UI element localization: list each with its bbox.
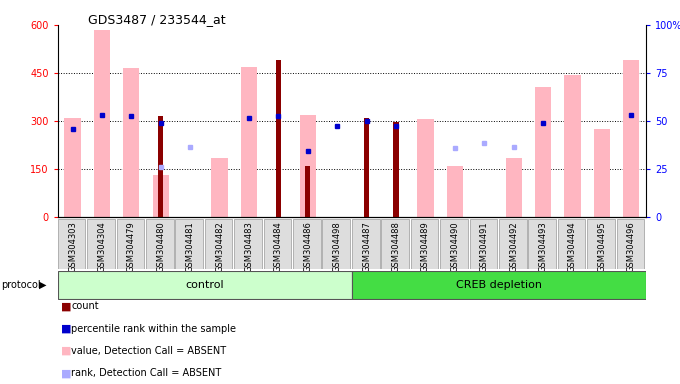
Bar [617, 219, 644, 269]
Bar [418, 119, 434, 217]
Text: ■: ■ [61, 324, 71, 334]
Text: ■: ■ [61, 368, 71, 378]
Bar [469, 219, 497, 269]
Text: GSM304304: GSM304304 [97, 221, 106, 272]
Bar [505, 158, 522, 217]
Bar [381, 219, 409, 269]
Bar [205, 219, 233, 269]
Text: GSM304479: GSM304479 [127, 221, 136, 272]
Text: percentile rank within the sample: percentile rank within the sample [71, 324, 237, 334]
Bar [58, 271, 352, 299]
Bar [411, 219, 439, 269]
Bar [588, 219, 615, 269]
Text: GSM304484: GSM304484 [274, 221, 283, 272]
Text: ■: ■ [61, 346, 71, 356]
Bar [146, 219, 173, 269]
Bar [65, 118, 81, 217]
Text: GSM304482: GSM304482 [215, 221, 224, 272]
Bar [211, 158, 228, 217]
Text: GSM304487: GSM304487 [362, 221, 371, 272]
Bar [264, 219, 291, 269]
Text: GSM304488: GSM304488 [392, 221, 401, 272]
Bar [364, 118, 369, 217]
Bar [352, 219, 379, 269]
Text: GSM304303: GSM304303 [68, 221, 77, 272]
Text: GSM304480: GSM304480 [156, 221, 165, 272]
Bar [528, 219, 556, 269]
Bar [123, 68, 139, 217]
Text: GSM304486: GSM304486 [303, 221, 312, 272]
Text: GSM304491: GSM304491 [480, 221, 489, 272]
Text: GSM304496: GSM304496 [627, 221, 636, 272]
Text: control: control [186, 280, 224, 290]
Bar [623, 60, 639, 217]
Bar [594, 129, 610, 217]
Bar [564, 74, 581, 217]
Text: GSM304492: GSM304492 [509, 221, 518, 272]
Text: GSM304498: GSM304498 [333, 221, 341, 272]
Bar [87, 219, 115, 269]
Bar [58, 219, 86, 269]
Bar [158, 116, 163, 217]
Bar [117, 219, 144, 269]
Bar [275, 60, 281, 217]
Bar [300, 114, 316, 217]
Bar [535, 88, 551, 217]
Text: value, Detection Call = ABSENT: value, Detection Call = ABSENT [71, 346, 226, 356]
Text: count: count [71, 301, 99, 311]
Text: GSM304489: GSM304489 [421, 221, 430, 272]
Bar [558, 219, 585, 269]
Text: GSM304495: GSM304495 [598, 221, 607, 272]
Bar [293, 219, 321, 269]
Bar [152, 175, 169, 217]
Bar [352, 271, 646, 299]
Text: GSM304494: GSM304494 [568, 221, 577, 272]
Text: GDS3487 / 233544_at: GDS3487 / 233544_at [88, 13, 226, 26]
Text: ■: ■ [61, 301, 71, 311]
Bar [305, 166, 311, 217]
Bar [447, 166, 463, 217]
Bar [94, 30, 110, 217]
Text: GSM304493: GSM304493 [539, 221, 547, 272]
Bar [499, 219, 526, 269]
Bar [440, 219, 468, 269]
Text: CREB depletion: CREB depletion [456, 280, 542, 290]
Text: protocol: protocol [1, 280, 41, 290]
Bar [234, 219, 262, 269]
Bar [393, 122, 398, 217]
Text: GSM304490: GSM304490 [450, 221, 459, 272]
Bar [241, 66, 257, 217]
Bar [322, 219, 350, 269]
Text: GSM304481: GSM304481 [186, 221, 194, 272]
Text: GSM304483: GSM304483 [245, 221, 254, 272]
Text: rank, Detection Call = ABSENT: rank, Detection Call = ABSENT [71, 368, 222, 378]
Text: ▶: ▶ [39, 280, 47, 290]
Bar [175, 219, 203, 269]
